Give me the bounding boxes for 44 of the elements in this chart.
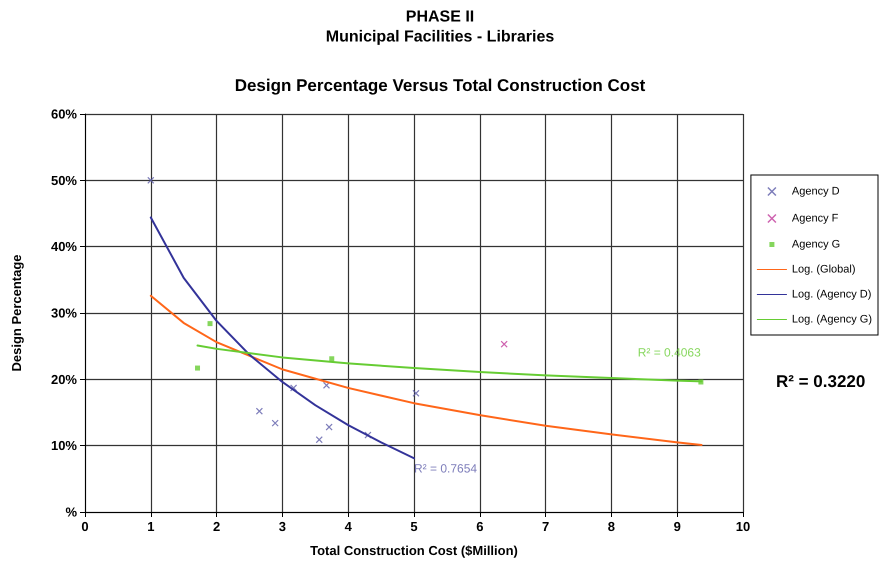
x-tick-label: 5 [410, 519, 418, 534]
y-tick-label: 50% [50, 172, 78, 188]
x-tick-label: 8 [608, 519, 616, 534]
line-series [150, 294, 703, 446]
point [195, 366, 200, 371]
y-axis-title: Design Percentage [9, 254, 24, 372]
line-series [150, 216, 415, 460]
y-tick-label: 60% [50, 106, 78, 122]
legend-label: Log. (Agency G) [792, 314, 872, 326]
x-tick-label: 3 [278, 519, 286, 534]
legend-label: Log. (Agency D) [792, 288, 872, 300]
legend-label: Agency D [792, 186, 840, 198]
x-tick-label: 7 [542, 519, 550, 534]
x-tick-label: 0 [81, 519, 89, 534]
legend-label: Log. (Global) [792, 264, 856, 276]
point [147, 176, 154, 184]
point [208, 321, 213, 326]
chart-title: PHASE II [406, 8, 474, 26]
y-tick-label: 20% [50, 372, 78, 387]
text: Design Percentage Versus Total Construction Cost [234, 76, 646, 95]
chart-subtitle: Municipal Facilities - Libraries [326, 28, 554, 46]
y-tick-label: % [65, 504, 78, 520]
point [272, 420, 279, 427]
x-tick-label: 1 [147, 519, 154, 534]
x-tick-label: 9 [674, 519, 681, 534]
point [412, 390, 420, 397]
y-tick-label: 40% [50, 239, 78, 254]
text: R² = 0.3220 [776, 372, 866, 391]
point [316, 436, 323, 444]
x-tick-label: 6 [476, 519, 484, 534]
point [500, 340, 508, 348]
point [322, 382, 330, 389]
annotation: R² = 0.7654 [414, 461, 478, 476]
x-tick-label: 4 [344, 519, 353, 534]
point [256, 408, 263, 415]
y-tick-label: 10% [50, 438, 78, 454]
point [290, 384, 298, 392]
legend-label: Agency G [792, 238, 840, 250]
x-tick-label: 10 [736, 519, 750, 534]
x-tick-label: 2 [212, 519, 220, 534]
legend-label: Agency F [792, 212, 839, 224]
x-axis-title: Total Construction Cost ($Million) [310, 543, 518, 558]
point [326, 423, 333, 431]
y-tick-label: 30% [50, 306, 78, 320]
